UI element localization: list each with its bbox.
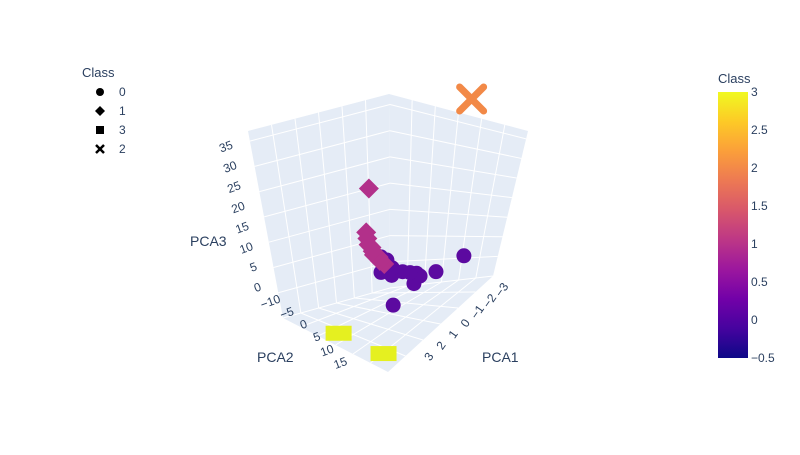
x-tick-label: 2 <box>433 338 448 352</box>
circle-icon <box>96 88 104 96</box>
x-icon <box>95 144 105 154</box>
x-axis-label: PCA1 <box>482 349 519 365</box>
grid-line <box>441 112 459 283</box>
legend: Class 0 1 3 2 <box>82 65 126 156</box>
grid-line <box>406 100 413 287</box>
marker-class-0 <box>428 264 444 280</box>
floor <box>283 276 493 372</box>
marker-class-0 <box>385 297 401 313</box>
colorbar: Class 3 2.5 2 1.5 1 0.5 0 −0.5 <box>718 71 775 365</box>
colorbar-tick-label: 0 <box>751 313 758 327</box>
data-markers <box>325 83 488 362</box>
y-tick-label: −5 <box>278 304 296 322</box>
y-tick-label: 10 <box>318 342 336 360</box>
grid-line <box>318 112 337 304</box>
z-tick-label: 35 <box>217 138 235 156</box>
colorbar-tick-label: 1 <box>751 237 758 251</box>
marker-class-2 <box>456 83 488 115</box>
y-tick-label: 0 <box>298 317 309 333</box>
y-tick-label: 5 <box>311 329 322 345</box>
z-axis-label: PCA3 <box>190 233 227 249</box>
colorbar-gradient <box>718 92 748 358</box>
legend-item-label: 0 <box>119 85 126 99</box>
grid-line <box>423 106 436 285</box>
colorbar-tick-label: 3 <box>751 85 758 99</box>
z-tick-label: 25 <box>225 178 243 196</box>
marker-class-3 <box>370 346 397 362</box>
y-tick-label: −10 <box>258 292 282 312</box>
colorbar-tick-label: 0.5 <box>751 275 768 289</box>
legend-item-1: 1 <box>95 104 126 118</box>
colorbar-title: Class <box>718 71 751 86</box>
y-axis-label: PCA2 <box>257 349 294 365</box>
marker-class-3 <box>325 325 352 341</box>
legend-item-label: 2 <box>119 142 126 156</box>
legend-title: Class <box>82 65 115 80</box>
colorbar-tick-label: 2 <box>751 161 758 175</box>
diamond-icon <box>95 106 105 116</box>
colorbar-tick-label: 1.5 <box>751 199 768 213</box>
grid-line <box>475 124 506 279</box>
x-tick-label: 3 <box>421 350 436 364</box>
back-wall-left <box>248 94 390 318</box>
x-tick-label: 0 <box>458 316 473 330</box>
z-tick-label: 0 <box>252 280 263 296</box>
z-tick-label: 10 <box>238 239 256 257</box>
z-tick-label: 15 <box>234 219 252 237</box>
colorbar-tick-label: −0.5 <box>751 351 775 365</box>
marker-class-1 <box>358 178 379 199</box>
legend-item-2: 2 <box>95 142 126 156</box>
legend-item-label: 1 <box>119 104 126 118</box>
marker-class-0 <box>456 248 472 264</box>
grid-line <box>341 106 355 299</box>
z-axis-ticks: 0 5 10 15 20 25 30 35 <box>217 138 263 295</box>
marker-class-1 <box>356 222 377 243</box>
legend-item-0: 0 <box>96 85 126 99</box>
grid-line <box>372 291 476 294</box>
z-tick-label: 30 <box>221 158 239 176</box>
x-tick-label: 1 <box>446 327 461 341</box>
z-tick-label: 20 <box>229 198 247 216</box>
z-tick-label: 5 <box>248 259 259 275</box>
colorbar-tick-label: 2.5 <box>751 123 768 137</box>
grid-line <box>294 118 320 309</box>
legend-item-3: 3 <box>96 123 126 137</box>
square-icon <box>96 126 104 134</box>
legend-item-label: 3 <box>119 123 126 137</box>
grid-line <box>271 124 302 314</box>
y-tick-label: 15 <box>332 354 350 372</box>
